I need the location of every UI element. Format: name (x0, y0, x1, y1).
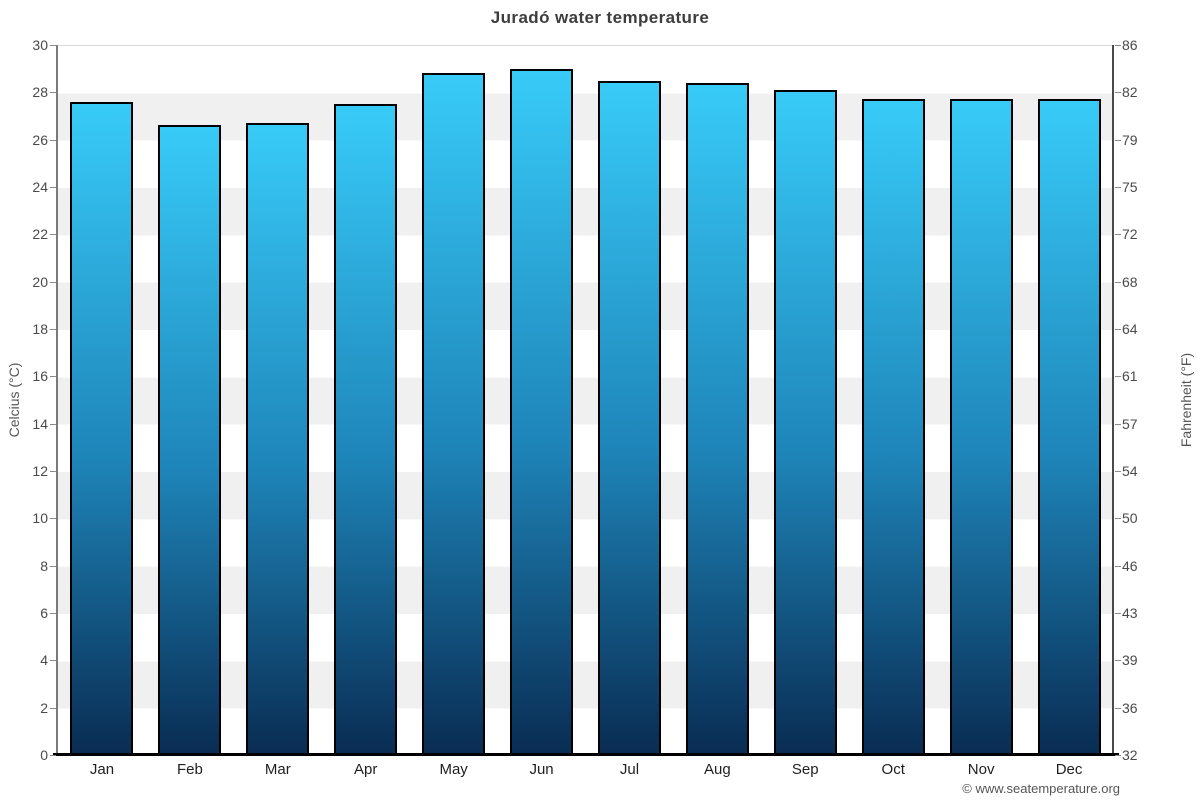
right-tick-39: 39 (1122, 652, 1138, 669)
right-tick-mark (1115, 660, 1121, 662)
right-tick-75: 75 (1122, 179, 1138, 195)
right-tick-61: 61 (1122, 368, 1138, 385)
left-tick-mark (50, 471, 56, 472)
right-tick-mark (1115, 613, 1121, 614)
month-label-sep: Sep (791, 761, 819, 778)
right-tick-mark (1115, 518, 1121, 520)
right-tick-54: 54 (1122, 463, 1138, 479)
month-label-jun: Jun (529, 761, 554, 778)
right-tick-79: 79 (1122, 131, 1138, 148)
left-tick-mark (50, 187, 56, 188)
right-tick-mark (1115, 329, 1121, 330)
month-label-jul: Jul (619, 761, 640, 778)
left-tick-mark (50, 139, 56, 141)
left-tick-2: 2 (40, 699, 48, 716)
bar-oct (861, 99, 925, 755)
right-tick-mark (1115, 423, 1121, 425)
right-tick-mark (1115, 45, 1121, 46)
right-tick-82: 82 (1122, 84, 1138, 101)
right-tick-32: 32 (1122, 747, 1138, 763)
left-tick-6: 6 (40, 605, 48, 621)
right-tick-mark (1115, 707, 1121, 709)
bar-nov (949, 99, 1013, 755)
copyright-text: © www.seatemperature.org (962, 781, 1120, 796)
month-label-aug: Aug (704, 761, 731, 778)
left-tick-10: 10 (32, 510, 48, 527)
left-tick-8: 8 (40, 557, 48, 574)
right-tick-64: 64 (1122, 321, 1138, 337)
right-tick-mark (1115, 281, 1121, 283)
left-tick-mark (50, 423, 56, 425)
right-tick-mark (1115, 755, 1121, 756)
left-tick-mark (50, 518, 56, 520)
right-tick-mark (1115, 376, 1121, 378)
left-tick-mark (50, 707, 56, 709)
month-label-may: May (439, 761, 468, 778)
bar-mar (246, 123, 310, 755)
bar-sep (773, 89, 837, 755)
left-tick-24: 24 (32, 179, 48, 195)
right-tick-68: 68 (1122, 273, 1138, 290)
bar-apr (334, 104, 398, 755)
right-tick-50: 50 (1122, 510, 1138, 527)
bar-jun (510, 68, 574, 755)
month-label-oct: Oct (881, 761, 905, 778)
bar-feb (158, 125, 222, 755)
left-tick-12: 12 (32, 463, 48, 479)
left-tick-mark (50, 660, 56, 662)
bar-dec (1037, 99, 1101, 755)
left-tick-0: 0 (40, 747, 48, 763)
right-tick-36: 36 (1122, 699, 1138, 716)
left-tick-mark (50, 565, 56, 567)
chart-title: Juradó water temperature (490, 8, 710, 27)
y-axis-line-left (56, 45, 58, 755)
left-tick-30: 30 (32, 37, 48, 53)
bar-jul (597, 80, 661, 755)
left-tick-mark (50, 613, 56, 614)
left-tick-mark (50, 755, 56, 756)
month-label-feb: Feb (176, 761, 203, 778)
month-label-jan: Jan (89, 761, 115, 778)
left-tick-20: 20 (32, 273, 48, 290)
y-axis-label-fahrenheit: Fahrenheit (°F) (1178, 352, 1194, 448)
left-tick-14: 14 (32, 415, 48, 432)
left-tick-mark (50, 234, 56, 236)
y-axis-line-right (1112, 45, 1114, 755)
right-tick-mark (1115, 139, 1121, 141)
bar-may (422, 73, 486, 755)
left-tick-mark (50, 92, 56, 94)
bar-aug (685, 82, 749, 755)
bar-jan (70, 101, 134, 755)
right-tick-46: 46 (1122, 557, 1138, 574)
left-tick-18: 18 (32, 321, 48, 337)
left-tick-4: 4 (40, 652, 48, 669)
month-label-apr: Apr (354, 761, 378, 778)
right-tick-43: 43 (1122, 605, 1138, 621)
right-tick-72: 72 (1122, 226, 1138, 243)
right-tick-mark (1115, 92, 1121, 94)
right-tick-mark (1115, 187, 1121, 188)
month-label-mar: Mar (264, 761, 291, 778)
left-tick-mark (50, 376, 56, 378)
month-label-nov: Nov (967, 761, 995, 778)
month-label-dec: Dec (1055, 761, 1083, 778)
plot-area (58, 45, 1113, 755)
left-tick-mark (50, 281, 56, 283)
right-tick-57: 57 (1122, 415, 1138, 432)
left-tick-mark (50, 45, 56, 46)
left-tick-26: 26 (32, 131, 48, 148)
left-tick-28: 28 (32, 84, 48, 101)
right-tick-mark (1115, 234, 1121, 236)
left-tick-16: 16 (32, 368, 48, 385)
x-axis-line (53, 753, 1119, 756)
right-tick-86: 86 (1122, 37, 1138, 53)
left-tick-mark (50, 329, 56, 330)
left-tick-22: 22 (32, 226, 48, 243)
right-tick-mark (1115, 565, 1121, 567)
right-tick-mark (1115, 471, 1121, 472)
